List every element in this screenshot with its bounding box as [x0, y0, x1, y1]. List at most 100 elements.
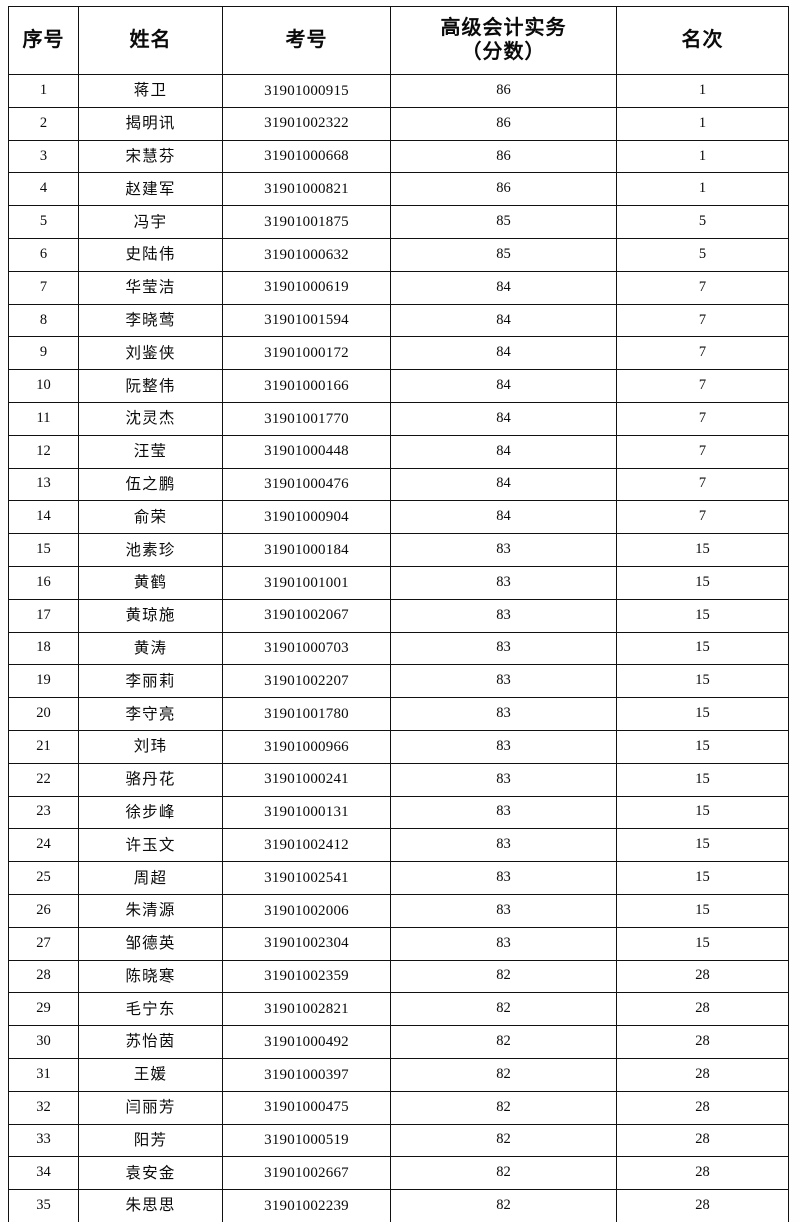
cell-exam-no: 31901001594	[222, 303, 391, 338]
cell-index: 19	[8, 664, 79, 699]
cell-exam-no: 31901001875	[222, 205, 391, 239]
cell-name: 伍之鹏	[78, 467, 223, 502]
cell-score: 82	[390, 1057, 617, 1092]
exam-score-table: 序号 姓名 考号 高级会计实务 （分数） 名次 1 蒋卫 31901000915 86…	[8, 6, 789, 1222]
table-row: 32 闫丽芳 31901000475 82 28	[8, 1090, 789, 1125]
cell-name: 黄琼施	[78, 598, 223, 633]
cell-exam-no: 31901000131	[222, 795, 391, 830]
cell-index: 26	[8, 893, 79, 928]
table-row: 22 骆丹花 31901000241 83 15	[8, 762, 789, 797]
cell-rank: 7	[616, 336, 789, 371]
cell-score: 84	[390, 500, 617, 535]
cell-name: 蒋卫	[78, 74, 223, 108]
cell-rank: 7	[616, 434, 789, 469]
cell-rank: 5	[616, 237, 789, 272]
cell-name: 朱思思	[78, 1189, 223, 1222]
table-row: 19 李丽莉 31901002207 83 15	[8, 664, 789, 699]
table-row: 3 宋慧芬 31901000668 86 1	[8, 139, 789, 174]
cell-exam-no: 31901000966	[222, 729, 391, 764]
cell-name: 陈晓寒	[78, 959, 223, 994]
column-header-rank: 名次	[616, 6, 789, 75]
cell-name: 赵建军	[78, 172, 223, 207]
cell-rank: 7	[616, 467, 789, 502]
cell-rank: 15	[616, 861, 789, 895]
cell-name: 阳芳	[78, 1123, 223, 1158]
cell-rank: 15	[616, 893, 789, 928]
cell-name: 袁安金	[78, 1156, 223, 1191]
cell-exam-no: 31901001001	[222, 565, 391, 600]
cell-index: 31	[8, 1057, 79, 1092]
cell-name: 闫丽芳	[78, 1090, 223, 1125]
cell-exam-no: 31901002667	[222, 1156, 391, 1191]
table-row: 12 汪莹 31901000448 84 7	[8, 434, 789, 469]
cell-exam-no: 31901002006	[222, 893, 391, 928]
cell-name: 沈灵杰	[78, 401, 223, 436]
cell-exam-no: 31901000172	[222, 336, 391, 371]
cell-name: 徐步峰	[78, 795, 223, 830]
cell-rank: 28	[616, 959, 789, 994]
header-row: 序号 姓名 考号 高级会计实务 （分数） 名次	[8, 6, 789, 75]
cell-index: 35	[8, 1189, 79, 1222]
cell-exam-no: 31901002304	[222, 926, 391, 961]
cell-index: 13	[8, 467, 79, 502]
cell-rank: 7	[616, 401, 789, 436]
table-row: 24 许玉文 31901002412 83 15	[8, 828, 789, 863]
cell-score: 84	[390, 369, 617, 403]
cell-score: 85	[390, 237, 617, 272]
cell-score: 83	[390, 533, 617, 567]
table-row: 15 池素珍 31901000184 83 15	[8, 533, 789, 567]
cell-rank: 15	[616, 598, 789, 633]
cell-exam-no: 31901002821	[222, 992, 391, 1027]
cell-exam-no: 31901002541	[222, 861, 391, 895]
table-row: 14 俞荣 31901000904 84 7	[8, 500, 789, 535]
cell-index: 25	[8, 861, 79, 895]
cell-index: 17	[8, 598, 79, 633]
cell-name: 骆丹花	[78, 762, 223, 797]
cell-exam-no: 31901000668	[222, 139, 391, 174]
cell-rank: 7	[616, 270, 789, 305]
cell-score: 82	[390, 992, 617, 1027]
cell-score: 82	[390, 1156, 617, 1191]
cell-index: 23	[8, 795, 79, 830]
table-row: 34 袁安金 31901002667 82 28	[8, 1156, 789, 1191]
cell-rank: 7	[616, 303, 789, 338]
cell-score: 86	[390, 139, 617, 174]
cell-index: 6	[8, 237, 79, 272]
column-header-index: 序号	[8, 6, 79, 75]
table-row: 31 王媛 31901000397 82 28	[8, 1057, 789, 1092]
cell-exam-no: 31901000397	[222, 1057, 391, 1092]
cell-index: 15	[8, 533, 79, 567]
table-header: 序号 姓名 考号 高级会计实务 （分数） 名次	[8, 6, 789, 75]
cell-exam-no: 31901002359	[222, 959, 391, 994]
cell-rank: 7	[616, 500, 789, 535]
cell-exam-no: 31901002067	[222, 598, 391, 633]
cell-score: 82	[390, 1123, 617, 1158]
cell-name: 周超	[78, 861, 223, 895]
cell-exam-no: 31901000915	[222, 74, 391, 108]
cell-rank: 15	[616, 697, 789, 731]
table-row: 28 陈晓寒 31901002359 82 28	[8, 959, 789, 994]
table-row: 11 沈灵杰 31901001770 84 7	[8, 401, 789, 436]
cell-score: 84	[390, 336, 617, 371]
cell-index: 2	[8, 106, 79, 141]
cell-name: 俞荣	[78, 500, 223, 535]
cell-score: 84	[390, 467, 617, 502]
cell-rank: 28	[616, 992, 789, 1027]
table-row: 25 周超 31901002541 83 15	[8, 861, 789, 895]
cell-score: 83	[390, 565, 617, 600]
cell-index: 3	[8, 139, 79, 174]
cell-exam-no: 31901000632	[222, 237, 391, 272]
cell-score: 86	[390, 106, 617, 141]
cell-name: 阮整伟	[78, 369, 223, 403]
cell-score: 82	[390, 1090, 617, 1125]
cell-exam-no: 31901000241	[222, 762, 391, 797]
cell-rank: 1	[616, 172, 789, 207]
table-row: 8 李晓莺 31901001594 84 7	[8, 303, 789, 338]
cell-rank: 28	[616, 1189, 789, 1222]
cell-score: 83	[390, 664, 617, 699]
table-row: 27 邹德英 31901002304 83 15	[8, 926, 789, 961]
cell-name: 宋慧芬	[78, 139, 223, 174]
column-header-score-line1: 高级会计实务	[440, 16, 567, 39]
table-row: 23 徐步峰 31901000131 83 15	[8, 795, 789, 830]
